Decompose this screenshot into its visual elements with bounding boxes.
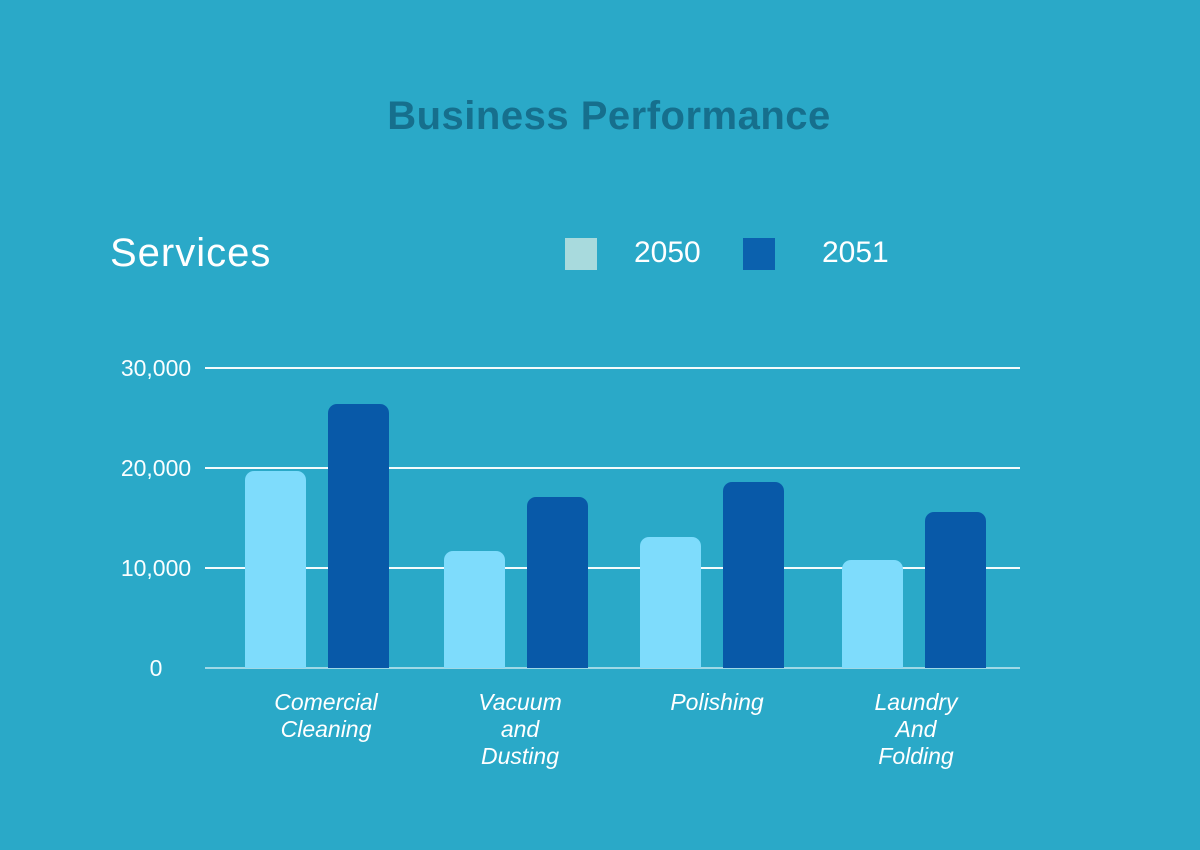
gridline-30000 (205, 367, 1020, 369)
bar-2050-polishing (639, 537, 701, 668)
legend-swatch-2050 (565, 238, 597, 270)
legend-label-2050: 2050 (634, 236, 701, 269)
bar-2050-comercial-cleaning (244, 471, 306, 668)
gridline-10000 (205, 567, 1020, 569)
bar-2050-laundry-and-folding (841, 560, 903, 668)
bar-2050-vacuum-and-dusting (444, 551, 505, 668)
x-axis-category-label: Vacuum and Dusting (478, 689, 562, 769)
y-axis-tick-label: 30,000 (120, 355, 192, 381)
services-label: Services (110, 231, 272, 275)
chart-title: Business Performance (387, 94, 831, 138)
y-axis-tick-label: 0 (149, 655, 163, 681)
gridline-0 (205, 667, 1020, 669)
bar-2051-comercial-cleaning (327, 404, 389, 668)
legend-label-2051: 2051 (822, 236, 889, 269)
bar-2051-polishing (722, 482, 784, 668)
bar-2051-vacuum-and-dusting (527, 497, 588, 668)
bar-2051-laundry-and-folding (924, 512, 986, 668)
gridline-20000 (205, 467, 1020, 469)
bar-chart-plot-area: 30,000 20,000 10,000 0 Comercial Cleaning Vac… (121, 355, 1020, 769)
y-axis-tick-label: 10,000 (120, 555, 192, 581)
legend-swatch-2051 (743, 238, 775, 270)
x-axis-category-label: Comercial Cleaning (274, 689, 378, 742)
y-axis-tick-label: 20,000 (120, 455, 192, 481)
x-axis-category-label: Laundry And Folding (874, 689, 958, 769)
x-axis-category-label: Polishing (670, 689, 764, 715)
